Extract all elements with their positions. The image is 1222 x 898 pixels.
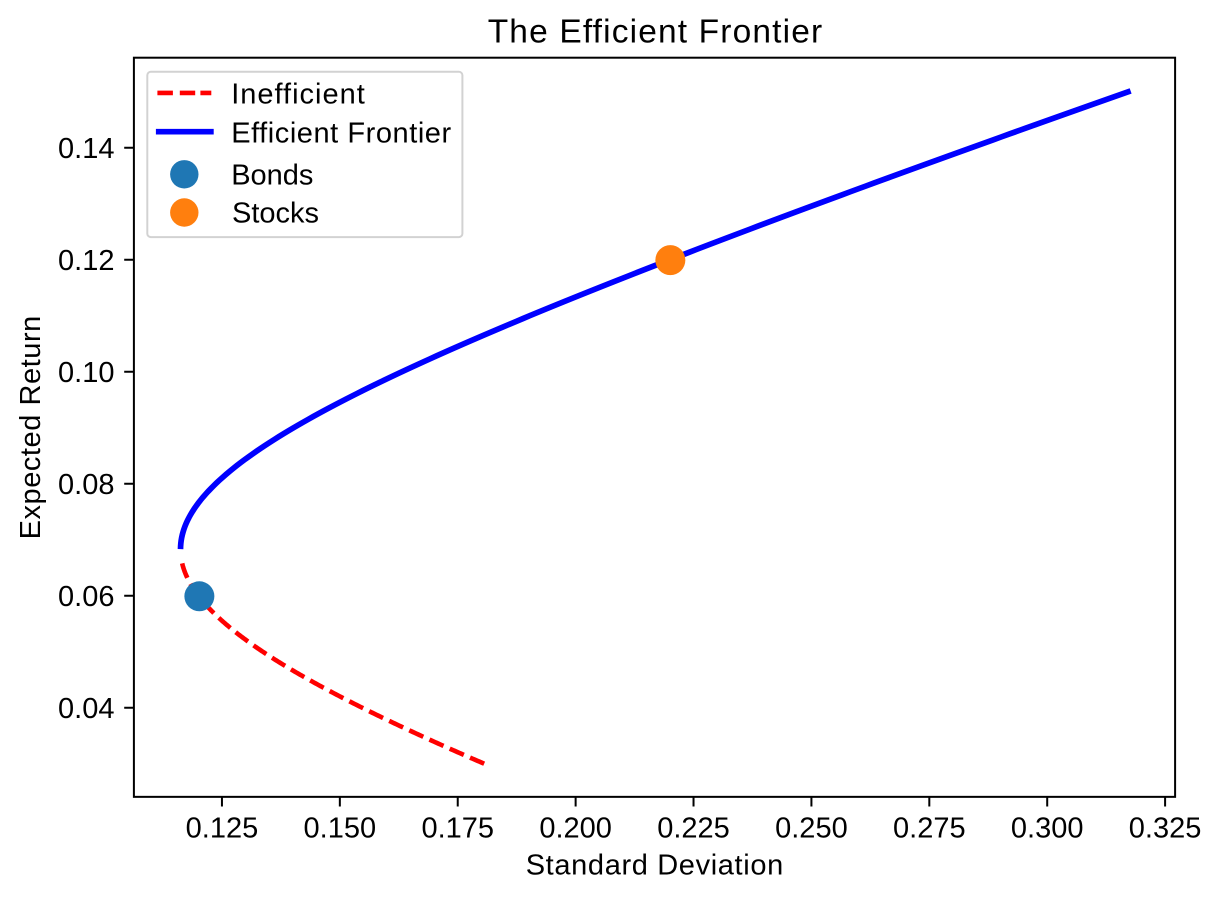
svg-text:0.200: 0.200 <box>539 813 612 845</box>
svg-text:0.14: 0.14 <box>58 133 114 165</box>
svg-text:0.150: 0.150 <box>304 813 377 845</box>
svg-text:Standard Deviation: Standard Deviation <box>526 849 784 881</box>
svg-text:0.225: 0.225 <box>657 813 730 845</box>
svg-text:Expected Return: Expected Return <box>15 315 47 539</box>
svg-text:The Efficient Frontier: The Efficient Frontier <box>488 14 824 51</box>
svg-text:0.175: 0.175 <box>421 813 494 845</box>
svg-text:0.10: 0.10 <box>58 357 114 389</box>
svg-text:Efficient Frontier: Efficient Frontier <box>231 118 452 150</box>
svg-text:Stocks: Stocks <box>232 198 319 230</box>
svg-text:Bonds: Bonds <box>231 159 313 191</box>
svg-text:0.275: 0.275 <box>893 813 966 845</box>
svg-text:0.12: 0.12 <box>58 245 114 277</box>
svg-text:0.300: 0.300 <box>1011 813 1084 845</box>
svg-text:0.250: 0.250 <box>775 813 848 845</box>
svg-text:0.125: 0.125 <box>186 813 259 845</box>
svg-text:0.06: 0.06 <box>58 581 114 613</box>
svg-text:Inefficient: Inefficient <box>231 78 366 110</box>
svg-text:0.325: 0.325 <box>1129 813 1202 845</box>
svg-text:0.08: 0.08 <box>58 469 114 501</box>
svg-text:0.04: 0.04 <box>58 693 114 725</box>
